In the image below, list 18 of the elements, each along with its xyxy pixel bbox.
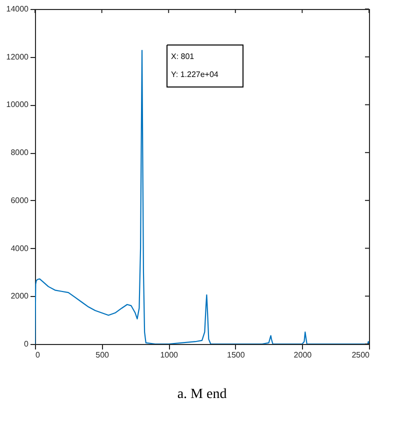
annotation: Y: 1.227e+04 <box>171 70 219 79</box>
y-tick-label: 2000 <box>10 292 30 301</box>
x-tick-label: 1500 <box>227 350 246 360</box>
y-tick-label: 10000 <box>6 100 30 110</box>
annotation: X: 801 <box>171 52 195 61</box>
x-tick-label: 2000 <box>294 350 312 360</box>
y-tick-label: 14000 <box>6 4 30 14</box>
line-series <box>35 50 369 344</box>
x-tick-label: 2500 <box>352 350 370 360</box>
x-tick-label: 500 <box>96 350 110 360</box>
y-tick-label: 8000 <box>10 148 30 158</box>
x-tick-label: 1000 <box>160 350 179 360</box>
y-tick-label: 0 <box>24 340 30 348</box>
text: a. M end <box>177 387 227 402</box>
y-tick-label: 12000 <box>6 52 30 62</box>
y-tick-label: 6000 <box>10 196 30 205</box>
y-tick-label: 4000 <box>10 244 30 253</box>
x-tick-label: 0 <box>36 350 40 360</box>
